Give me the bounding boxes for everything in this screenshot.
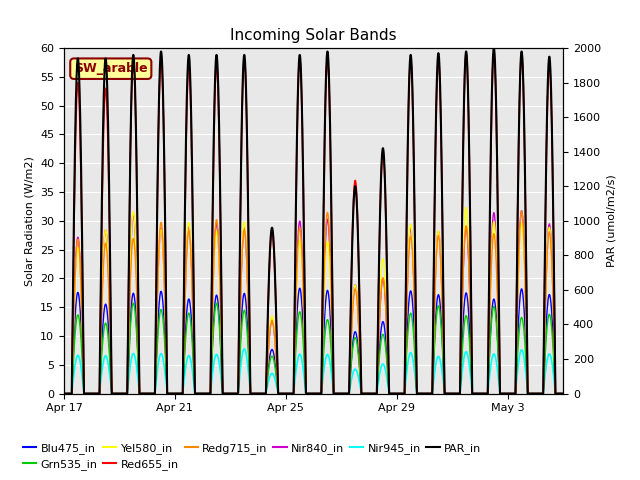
Redg715_in — [518, 208, 525, 214]
PAR_in — [490, 45, 498, 51]
PAR_in — [294, 69, 302, 74]
Line: Blu475_in: Blu475_in — [64, 288, 563, 394]
Redg715_in — [294, 233, 302, 239]
Nir945_in — [559, 391, 567, 396]
Redg715_in — [150, 391, 157, 396]
PAR_in — [425, 391, 433, 396]
Red655_in — [60, 391, 68, 396]
Redg715_in — [425, 391, 433, 396]
Yel580_in — [397, 391, 405, 396]
PAR_in — [454, 391, 461, 396]
Yel580_in — [559, 391, 567, 396]
Nir840_in — [559, 391, 566, 396]
Yel580_in — [559, 391, 566, 396]
Grn535_in — [150, 391, 157, 396]
Grn535_in — [454, 391, 461, 396]
Grn535_in — [129, 300, 137, 306]
Red655_in — [559, 391, 567, 396]
Blu475_in — [60, 391, 68, 396]
Yel580_in — [462, 204, 470, 210]
Grn535_in — [295, 312, 303, 318]
Red655_in — [425, 391, 433, 396]
Blu475_in — [397, 391, 405, 396]
Red655_in — [397, 391, 405, 396]
Y-axis label: Solar Radiation (W/m2): Solar Radiation (W/m2) — [24, 156, 35, 286]
Yel580_in — [425, 391, 433, 396]
Blu475_in — [294, 290, 302, 296]
Red655_in — [150, 391, 157, 396]
PAR_in — [150, 391, 157, 396]
Blu475_in — [559, 391, 566, 396]
Blu475_in — [559, 391, 567, 396]
Grn535_in — [559, 391, 566, 396]
Redg715_in — [559, 391, 567, 396]
Nir840_in — [294, 227, 302, 232]
Line: Redg715_in: Redg715_in — [64, 211, 563, 394]
Nir840_in — [518, 208, 525, 214]
Nir840_in — [559, 391, 567, 396]
Redg715_in — [60, 391, 68, 396]
Nir840_in — [60, 391, 68, 396]
Redg715_in — [454, 391, 461, 396]
PAR_in — [559, 391, 566, 396]
Nir840_in — [454, 391, 461, 396]
Line: Red655_in: Red655_in — [64, 54, 563, 394]
Blu475_in — [296, 286, 303, 291]
Grn535_in — [397, 391, 405, 396]
Red655_in — [518, 51, 525, 57]
Line: Grn535_in: Grn535_in — [64, 303, 563, 394]
Yel580_in — [60, 391, 68, 396]
Redg715_in — [397, 391, 405, 396]
Nir945_in — [60, 391, 68, 396]
Line: Nir945_in: Nir945_in — [64, 349, 563, 394]
Grn535_in — [559, 391, 567, 396]
PAR_in — [60, 391, 68, 396]
Blu475_in — [150, 391, 157, 396]
Red655_in — [294, 73, 302, 79]
Blu475_in — [454, 391, 461, 396]
Redg715_in — [559, 391, 566, 396]
Nir945_in — [559, 391, 566, 396]
Nir945_in — [150, 391, 157, 396]
Line: Yel580_in: Yel580_in — [64, 207, 563, 394]
Nir840_in — [397, 391, 405, 396]
Line: PAR_in: PAR_in — [64, 48, 563, 394]
Nir945_in — [241, 346, 248, 352]
PAR_in — [397, 391, 405, 396]
Yel580_in — [294, 245, 302, 251]
Nir840_in — [150, 391, 157, 396]
Red655_in — [559, 391, 566, 396]
Nir840_in — [425, 391, 433, 396]
Nir945_in — [397, 391, 405, 396]
Title: Incoming Solar Bands: Incoming Solar Bands — [230, 28, 397, 43]
Y-axis label: PAR (umol/m2/s): PAR (umol/m2/s) — [607, 174, 616, 267]
Grn535_in — [60, 391, 68, 396]
Nir945_in — [426, 391, 433, 396]
Yel580_in — [454, 391, 461, 396]
Blu475_in — [426, 391, 433, 396]
PAR_in — [559, 391, 567, 396]
Red655_in — [454, 391, 461, 396]
Text: SW_arable: SW_arable — [74, 62, 148, 75]
Line: Nir840_in: Nir840_in — [64, 211, 563, 394]
Nir945_in — [454, 391, 461, 396]
Yel580_in — [150, 391, 157, 396]
Nir945_in — [295, 353, 303, 359]
Legend: Blu475_in, Grn535_in, Yel580_in, Red655_in, Redg715_in, Nir840_in, Nir945_in, PA: Blu475_in, Grn535_in, Yel580_in, Red655_… — [19, 438, 486, 474]
Grn535_in — [426, 391, 433, 396]
